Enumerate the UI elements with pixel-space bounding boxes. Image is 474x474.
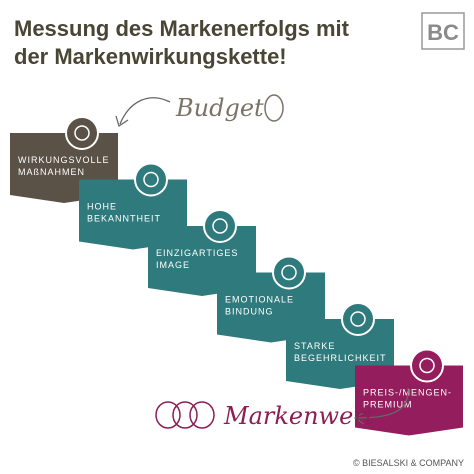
icon-glyph bbox=[281, 264, 297, 281]
step-label: IMAGE bbox=[156, 260, 190, 270]
coin bbox=[189, 401, 215, 429]
step-icon bbox=[341, 302, 375, 336]
step-label: BEGEHRLICHKEIT bbox=[294, 353, 387, 363]
step-label: PREMIUM bbox=[363, 400, 413, 410]
steps: WIRKUNGSVOLLE MAßNAHMEN HOHE BEKANNTHEIT EIN… bbox=[10, 116, 463, 436]
icon-glyph bbox=[419, 357, 435, 374]
icon-glyph bbox=[74, 125, 90, 141]
icon-glyph bbox=[212, 218, 228, 234]
logo-box bbox=[421, 12, 465, 50]
arrow bbox=[355, 387, 409, 419]
copyright: © BIESALSKI & COMPANY bbox=[353, 458, 464, 468]
title-line: der Markenwirkungskette! bbox=[14, 44, 287, 69]
step-label: BINDUNG bbox=[225, 307, 274, 317]
icon-glyph bbox=[350, 311, 366, 327]
coin bbox=[264, 94, 284, 122]
step-label: EINZIGARTIGES bbox=[156, 248, 238, 258]
step-icon bbox=[65, 116, 99, 150]
coin bbox=[172, 401, 198, 429]
step-icon bbox=[134, 162, 168, 197]
step-label: HOHE bbox=[87, 202, 117, 212]
markenwert-label: Markenwert bbox=[223, 402, 375, 430]
step-label: PREIS-/MENGEN- bbox=[363, 388, 452, 398]
title-line: Messung des Markenerfolgs mit bbox=[14, 16, 350, 41]
logo: BC bbox=[427, 20, 459, 45]
arrow-head bbox=[115, 115, 129, 128]
step-icon bbox=[203, 209, 237, 243]
step-label: BEKANNTHEIT bbox=[87, 214, 161, 224]
budget-label: Budget bbox=[175, 94, 264, 122]
step-label: EMOTIONALE bbox=[225, 295, 294, 305]
step-label: MAßNAHMEN bbox=[18, 167, 85, 177]
step-icon bbox=[272, 255, 306, 290]
arrow-head bbox=[353, 411, 365, 425]
step-label: WIRKUNGSVOLLE bbox=[18, 155, 110, 165]
step-icon bbox=[410, 348, 444, 383]
step-box bbox=[355, 365, 463, 436]
arrow bbox=[119, 97, 171, 125]
coin bbox=[155, 401, 181, 429]
step-label: STARKE bbox=[294, 341, 335, 351]
icon-glyph bbox=[143, 171, 159, 188]
